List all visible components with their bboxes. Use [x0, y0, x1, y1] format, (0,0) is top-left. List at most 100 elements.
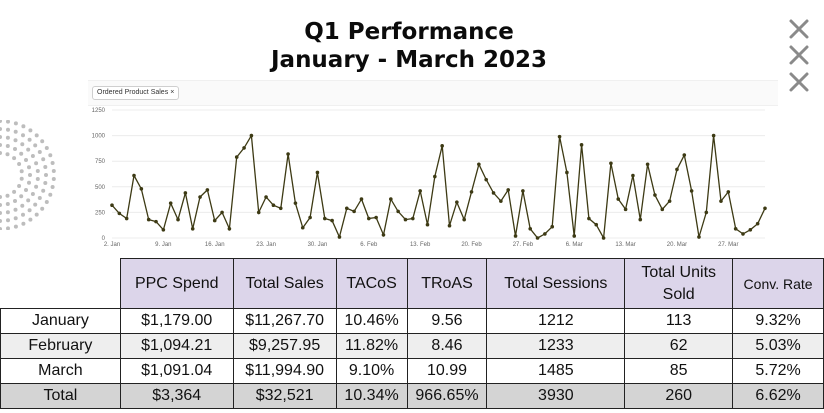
close-icon[interactable]	[788, 71, 810, 93]
data-point[interactable]	[366, 216, 371, 221]
data-point[interactable]	[124, 216, 129, 221]
data-point[interactable]	[550, 224, 555, 229]
data-point[interactable]	[220, 210, 224, 215]
data-point[interactable]	[521, 189, 525, 193]
data-point[interactable]	[719, 199, 723, 203]
data-point[interactable]	[704, 210, 709, 215]
data-point[interactable]	[271, 203, 276, 208]
data-point[interactable]	[183, 191, 188, 195]
filter-chip[interactable]: Ordered Product Sales ×	[92, 86, 180, 100]
data-point[interactable]	[697, 235, 701, 239]
data-point[interactable]	[337, 235, 342, 239]
data-point[interactable]	[631, 173, 635, 178]
data-point[interactable]	[579, 143, 584, 147]
data-point[interactable]	[565, 170, 569, 175]
data-point[interactable]	[557, 134, 562, 139]
data-point[interactable]	[572, 234, 577, 238]
data-point[interactable]	[359, 197, 364, 201]
data-point[interactable]	[425, 222, 430, 227]
data-point[interactable]	[176, 217, 180, 222]
data-point[interactable]	[477, 162, 481, 167]
data-point[interactable]	[286, 152, 290, 156]
data-point[interactable]	[110, 203, 114, 208]
data-point[interactable]	[675, 167, 679, 172]
chip-remove-icon[interactable]: ×	[170, 89, 175, 96]
data-point[interactable]	[433, 174, 437, 179]
data-point[interactable]	[653, 193, 657, 197]
data-point[interactable]	[660, 207, 665, 212]
data-point[interactable]	[755, 221, 760, 226]
data-point[interactable]	[711, 133, 716, 138]
data-point[interactable]	[154, 219, 158, 224]
data-point[interactable]	[146, 217, 151, 222]
close-icon[interactable]	[788, 44, 810, 66]
data-point[interactable]	[682, 153, 687, 157]
data-point[interactable]	[587, 216, 591, 221]
data-point[interactable]	[234, 155, 239, 159]
data-point[interactable]	[403, 217, 408, 222]
close-icon[interactable]	[788, 18, 810, 40]
data-point[interactable]	[396, 209, 400, 214]
data-point[interactable]	[264, 195, 268, 199]
data-point[interactable]	[315, 170, 320, 175]
data-point[interactable]	[462, 217, 466, 222]
data-point[interactable]	[623, 207, 628, 212]
data-point[interactable]	[256, 210, 261, 215]
data-point[interactable]	[411, 216, 415, 221]
data-point[interactable]	[418, 189, 422, 193]
data-point[interactable]	[352, 209, 356, 214]
data-point[interactable]	[528, 226, 533, 231]
data-point[interactable]	[543, 232, 547, 236]
data-point[interactable]	[190, 226, 195, 231]
data-point[interactable]	[689, 189, 694, 193]
data-point[interactable]	[645, 162, 650, 167]
data-point[interactable]	[161, 228, 166, 232]
data-point[interactable]	[638, 217, 643, 222]
data-point[interactable]	[594, 222, 599, 227]
data-point[interactable]	[212, 218, 217, 223]
data-point[interactable]	[763, 206, 767, 211]
data-point[interactable]	[447, 223, 452, 228]
data-point[interactable]	[300, 225, 305, 230]
data-point[interactable]	[242, 146, 246, 150]
cell-ppc-spend: $1,179.00	[119, 308, 234, 334]
data-point[interactable]	[132, 173, 136, 178]
data-point[interactable]	[344, 206, 349, 211]
data-point[interactable]	[293, 201, 298, 205]
data-point[interactable]	[733, 226, 738, 231]
data-point[interactable]	[440, 144, 444, 148]
data-point[interactable]	[667, 199, 672, 203]
data-point[interactable]	[139, 187, 144, 191]
data-point[interactable]	[484, 177, 488, 182]
data-point[interactable]	[322, 216, 327, 221]
data-point[interactable]	[374, 215, 378, 220]
data-point[interactable]	[227, 226, 232, 231]
data-point[interactable]	[726, 190, 731, 194]
data-point[interactable]	[513, 234, 518, 238]
data-point[interactable]	[330, 218, 334, 223]
header-blank-cell	[0, 258, 121, 309]
data-point[interactable]	[491, 191, 496, 195]
data-point[interactable]	[198, 195, 202, 199]
data-point[interactable]	[308, 215, 312, 220]
data-point[interactable]	[455, 200, 459, 204]
data-point[interactable]	[616, 197, 621, 201]
decorative-dot	[34, 161, 39, 166]
data-point[interactable]	[278, 206, 283, 211]
data-point[interactable]	[469, 190, 474, 194]
data-point[interactable]	[506, 188, 511, 192]
data-point[interactable]	[389, 197, 393, 201]
data-point[interactable]	[205, 188, 210, 192]
data-point[interactable]	[168, 201, 173, 205]
data-point[interactable]	[748, 228, 753, 232]
decorative-dot	[50, 161, 55, 165]
data-point[interactable]	[601, 236, 606, 240]
data-point[interactable]	[609, 161, 613, 166]
decorative-dot	[48, 192, 53, 197]
data-point[interactable]	[249, 133, 254, 138]
data-point[interactable]	[535, 236, 540, 240]
data-point[interactable]	[117, 211, 122, 216]
data-point[interactable]	[381, 233, 386, 237]
data-point[interactable]	[499, 199, 503, 203]
data-point[interactable]	[741, 232, 745, 236]
